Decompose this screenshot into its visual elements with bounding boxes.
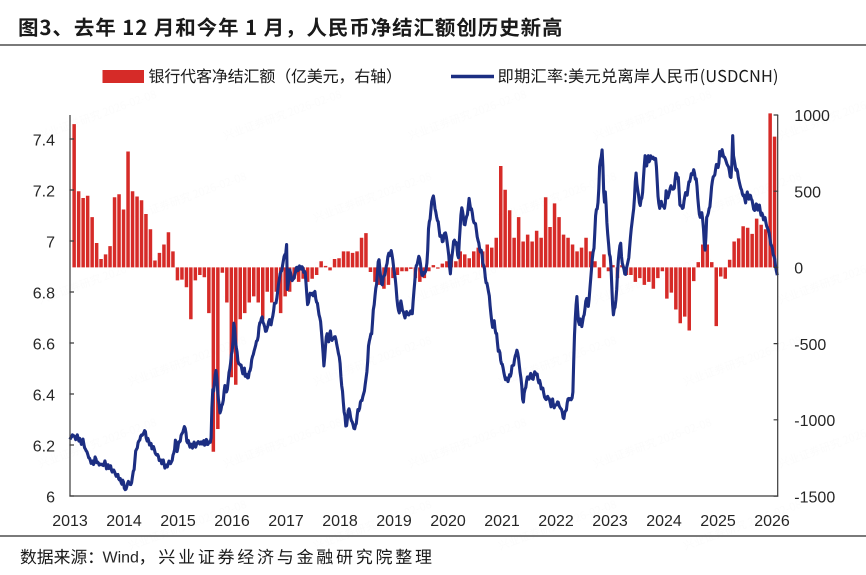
svg-text:2020: 2020 [430,513,466,530]
svg-text:2025: 2025 [700,513,736,530]
svg-text:6.6: 6.6 [33,337,55,354]
svg-text:2024: 2024 [646,513,682,530]
svg-text:0: 0 [794,261,803,278]
svg-text:6.4: 6.4 [33,388,55,405]
svg-text:-1000: -1000 [794,413,835,430]
svg-text:2015: 2015 [160,513,196,530]
svg-text:2021: 2021 [484,513,520,530]
svg-text:2013: 2013 [52,513,88,530]
svg-text:2019: 2019 [376,513,412,530]
svg-text:2018: 2018 [322,513,358,530]
svg-text:6.2: 6.2 [33,439,55,456]
svg-text:6.8: 6.8 [33,286,55,303]
svg-text:2022: 2022 [538,513,574,530]
svg-text:Wind: Wind [103,550,139,567]
svg-text:2016: 2016 [214,513,250,530]
svg-text:7.4: 7.4 [33,133,55,150]
svg-text:-500: -500 [794,337,826,354]
svg-text:2017: 2017 [268,513,304,530]
svg-text:-1500: -1500 [794,489,835,506]
svg-text:6: 6 [46,490,55,507]
svg-text:2023: 2023 [592,513,628,530]
svg-text:500: 500 [794,184,821,201]
svg-text:1000: 1000 [794,108,830,125]
svg-text:7: 7 [46,235,55,252]
svg-text:7.2: 7.2 [33,184,55,201]
svg-text:2014: 2014 [106,513,142,530]
svg-text:2026: 2026 [754,513,790,530]
